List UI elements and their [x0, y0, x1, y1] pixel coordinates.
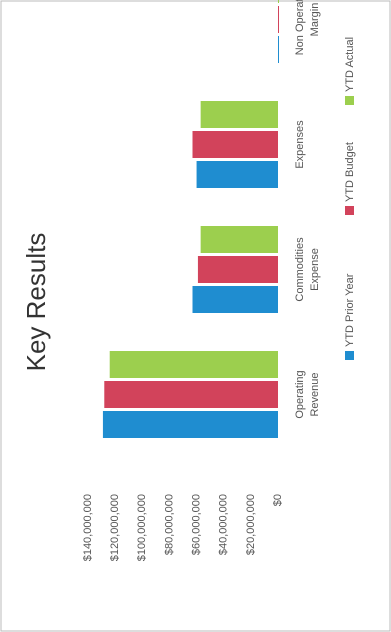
x-tick-label: Non Operating Margin: [294, 0, 321, 55]
bar: [278, 36, 279, 63]
bar: [278, 0, 279, 3]
x-tick-label: Expenses: [294, 120, 306, 169]
y-tick-label: $40,000,000: [218, 494, 230, 555]
legend-swatch: [345, 206, 354, 215]
y-tick-label: $100,000,000: [136, 494, 148, 561]
rotated-chart: Key Results $0 $20,000,000 $40,000,000 $60,…: [21, 0, 356, 561]
bar: [192, 286, 278, 313]
bar: [197, 256, 278, 283]
legend-label: YTD Budget: [344, 142, 356, 202]
x-tick-label: Operating Revenue: [294, 370, 321, 418]
bar: [192, 131, 278, 158]
legend-swatch: [345, 96, 354, 105]
chart-title: Key Results: [21, 233, 51, 372]
x-tick-label: Commodities Expense: [294, 237, 321, 302]
bar: [109, 351, 279, 378]
y-tick-label: $0: [272, 494, 284, 506]
y-tick-label: $60,000,000: [190, 494, 202, 555]
bar: [200, 226, 278, 253]
legend-swatch: [345, 351, 354, 360]
bar: [102, 411, 278, 438]
legend-label: YTD Actual: [344, 37, 356, 92]
y-tick-label: $20,000,000: [245, 494, 257, 555]
legend-label: YTD Prior Year: [344, 273, 356, 347]
bar: [278, 6, 279, 33]
bar: [104, 381, 278, 408]
y-tick-label: $120,000,000: [109, 494, 121, 561]
y-tick-label: $140,000,000: [82, 494, 94, 561]
bar: [200, 101, 278, 128]
bar: [196, 161, 278, 188]
y-tick-label: $80,000,000: [163, 494, 175, 555]
